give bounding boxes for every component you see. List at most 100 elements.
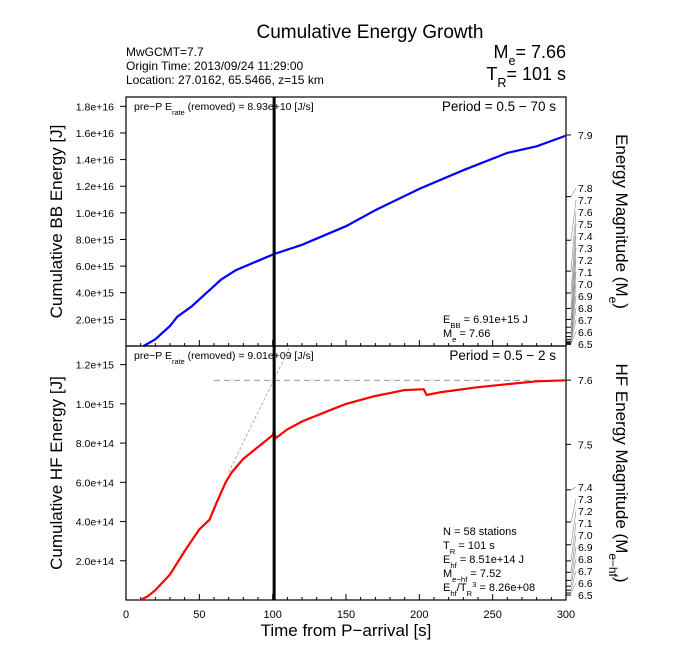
bb-energy-line bbox=[143, 134, 567, 347]
hf-energy-line bbox=[140, 379, 567, 601]
x-tick-label: 250 bbox=[483, 609, 501, 621]
x-tick-label: 0 bbox=[123, 609, 129, 621]
y2-tick-label: 7.1 bbox=[578, 267, 593, 279]
y2-tick-label: 7.6 bbox=[578, 375, 593, 387]
y2-leader-line bbox=[570, 187, 577, 197]
y2-leader-line bbox=[570, 547, 577, 581]
pre-p-rate-label: pre−P Erate (removed) = 9.01e+09 [J/s] bbox=[134, 350, 314, 366]
chart-title: Cumulative Energy Growth bbox=[256, 22, 483, 43]
y-tick-label: 1.0e+16 bbox=[76, 208, 114, 220]
y2-leader-line bbox=[570, 486, 577, 491]
y2-leader-line bbox=[570, 295, 577, 340]
annotation-note: Me = 7.66 bbox=[443, 328, 490, 344]
y2-leader-line bbox=[570, 511, 577, 545]
x-tick-label: 200 bbox=[410, 609, 428, 621]
y2-leader-line bbox=[570, 523, 577, 561]
y2-leader-line bbox=[570, 259, 577, 328]
y-tick-label: 6.0e+14 bbox=[76, 477, 114, 489]
annotation-note: EBB = 6.91e+15 J bbox=[443, 314, 528, 330]
y2-leader-line bbox=[570, 559, 577, 587]
bb-panel: 2.0e+15 4.0e+15 6.0e+15 8.0e+15 1.0e+16 1.2e+… bbox=[47, 96, 631, 351]
y2-tick-label: 7.5 bbox=[578, 439, 593, 451]
y-tick-label: 1.4e+16 bbox=[76, 155, 114, 167]
annotation-note: Me−hf = 7.52 bbox=[443, 568, 501, 584]
y2-leader-line bbox=[570, 319, 577, 343]
y-tick-label: 6.0e+15 bbox=[76, 261, 114, 273]
slope-line bbox=[228, 345, 291, 473]
mw-label: MwGCMT=7.7 bbox=[126, 45, 204, 59]
y2-leader-line bbox=[570, 331, 577, 344]
annotation-note: N = 58 stations bbox=[443, 526, 517, 538]
y2-tick-label: 6.6 bbox=[578, 327, 593, 339]
x-tick-label: 50 bbox=[193, 609, 205, 621]
y-tick-label: 4.0e+14 bbox=[76, 517, 114, 529]
y2-tick-label: 7.4 bbox=[578, 231, 593, 243]
y2-tick-label: 7.6 bbox=[578, 207, 593, 219]
y2-tick-label: 6.5 bbox=[578, 339, 593, 351]
y2-leader-line bbox=[570, 307, 577, 342]
x-axis-label: Time from P−arrival [s] bbox=[261, 621, 432, 640]
y2-tick-label: 6.8 bbox=[578, 554, 593, 566]
period-label: Period = 0.5 − 2 s bbox=[449, 348, 556, 363]
y2-tick-label: 7.9 bbox=[578, 130, 593, 142]
y2-leader-line bbox=[570, 499, 577, 523]
pre-p-rate-label: pre−P Erate (removed) = 8.93e+10 [J/s] bbox=[134, 101, 314, 117]
y2-tick-label: 7.2 bbox=[578, 506, 593, 518]
y2-tick-label: 6.6 bbox=[578, 578, 593, 590]
y2-tick-label: 6.7 bbox=[578, 315, 593, 327]
x-tick-label: 100 bbox=[263, 609, 281, 621]
y2-tick-label: 7.3 bbox=[578, 243, 593, 255]
y2-tick-label: 6.5 bbox=[578, 590, 593, 602]
y2-axis-label: HF Energy Magnitude (Me−hf) bbox=[606, 363, 631, 582]
annotation-note: Ehf = 8.51e+14 J bbox=[443, 554, 524, 570]
y2-tick-label: 7.4 bbox=[578, 482, 593, 494]
y-axis-label: Cumulative HF Energy [J] bbox=[47, 376, 66, 570]
y-tick-label: 1.2e+16 bbox=[76, 181, 114, 193]
y2-tick-label: 7.5 bbox=[578, 219, 593, 231]
y2-leader-line bbox=[570, 582, 577, 594]
y2-tick-label: 7.7 bbox=[578, 195, 593, 207]
y2-tick-label: 7.0 bbox=[578, 530, 593, 542]
y2-leader-line bbox=[570, 223, 577, 294]
x-tick-label: 300 bbox=[557, 609, 575, 621]
y2-leader-line bbox=[570, 535, 577, 573]
y2-tick-label: 7.3 bbox=[578, 494, 593, 506]
y2-leader-line bbox=[570, 211, 577, 272]
location: Location: 27.0162, 65.5466, z=15 km bbox=[126, 73, 324, 87]
y-tick-label: 8.0e+15 bbox=[76, 234, 114, 246]
period-label: Period = 0.5 − 70 s bbox=[442, 99, 556, 114]
y2-tick-label: 7.1 bbox=[578, 518, 593, 530]
y2-leader-line bbox=[570, 571, 577, 591]
y2-tick-label: 6.9 bbox=[578, 291, 593, 303]
y-axis-label: Cumulative BB Energy [J] bbox=[47, 125, 66, 319]
y-tick-label: 2.0e+14 bbox=[76, 556, 114, 568]
hf-panel: 2.0e+14 4.0e+14 6.0e+14 8.0e+14 1.0e+15 1.2e+… bbox=[47, 345, 631, 602]
y-tick-label: 1.6e+16 bbox=[76, 128, 114, 140]
origin-time: Origin Time: 2013/09/24 11:29:00 bbox=[126, 59, 304, 73]
y2-leader-line bbox=[570, 247, 577, 320]
y2-tick-label: 7.0 bbox=[578, 279, 593, 291]
annotation-note: TR = 101 s bbox=[443, 540, 495, 556]
y-tick-label: 1.0e+15 bbox=[76, 399, 114, 411]
me-summary: Me= 7.66 bbox=[493, 42, 566, 68]
y2-tick-label: 7.8 bbox=[578, 183, 593, 195]
y2-tick-label: 6.7 bbox=[578, 566, 593, 578]
y2-leader-line bbox=[570, 271, 577, 333]
y2-axis-label: Energy Magnitude (Me) bbox=[606, 134, 631, 309]
y2-leader-line bbox=[570, 283, 577, 337]
y-tick-label: 2.0e+15 bbox=[76, 314, 114, 326]
tr-summary: TR= 101 s bbox=[486, 64, 566, 90]
x-tick-label: 150 bbox=[337, 609, 355, 621]
y2-leader-line bbox=[570, 199, 577, 241]
y-tick-label: 1.8e+16 bbox=[76, 101, 114, 113]
y2-tick-label: 7.2 bbox=[578, 255, 593, 267]
annotation-note: Ehf/TR3 = 8.26e+08 bbox=[443, 580, 535, 598]
y-tick-label: 4.0e+15 bbox=[76, 288, 114, 300]
y-tick-label: 8.0e+14 bbox=[76, 438, 114, 450]
y2-tick-label: 6.8 bbox=[578, 303, 593, 315]
y2-leader-line bbox=[570, 235, 577, 309]
y-tick-label: 1.2e+15 bbox=[76, 360, 114, 372]
plot-frame bbox=[125, 96, 567, 347]
